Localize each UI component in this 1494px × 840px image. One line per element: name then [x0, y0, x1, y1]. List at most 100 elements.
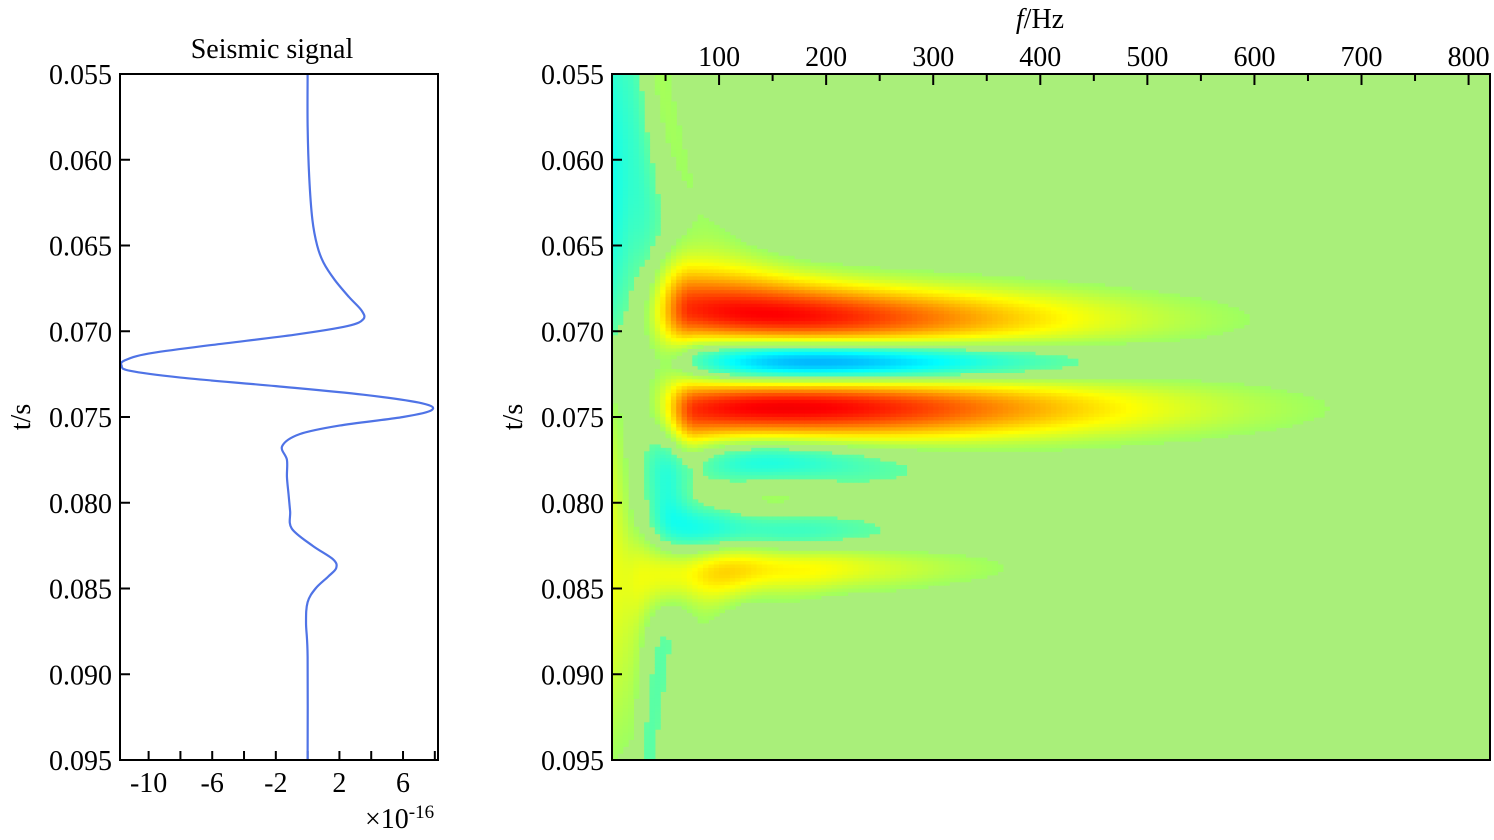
- heatmap-cell: [842, 279, 849, 284]
- heatmap-cell: [729, 537, 736, 542]
- heatmap-cell: [686, 386, 693, 391]
- heatmap-cell: [729, 248, 736, 253]
- heatmap-cell: [644, 468, 651, 473]
- heatmap-cell: [879, 392, 886, 398]
- heatmap-cell: [836, 399, 843, 404]
- heatmap-cell: [617, 180, 624, 185]
- heatmap-cell: [649, 197, 656, 202]
- heatmap-cell: [692, 574, 699, 579]
- heatmap-cell: [879, 420, 886, 425]
- heatmap-cell: [767, 578, 774, 583]
- heatmap-cell: [665, 269, 672, 274]
- heatmap-cell: [745, 303, 752, 308]
- heatmap-cell: [777, 581, 784, 586]
- heatmap-cell: [660, 386, 667, 391]
- heatmap-cell: [831, 465, 838, 470]
- heatmap-cell: [654, 711, 661, 717]
- heatmap-cell: [692, 386, 699, 391]
- heatmap-cell: [654, 396, 661, 401]
- heatmap-cell: [628, 272, 635, 277]
- heatmap-cell: [745, 461, 752, 466]
- heatmap-cell: [713, 564, 720, 569]
- heatmap-cell: [767, 447, 774, 452]
- heatmap-cell: [676, 396, 683, 401]
- heatmap-cell: [767, 293, 774, 298]
- heatmap-cell: [622, 235, 629, 240]
- heatmap-cell: [617, 554, 624, 559]
- heatmap-cell: [649, 413, 656, 418]
- heatmap-cell: [783, 475, 790, 480]
- heatmap-cell: [697, 444, 704, 449]
- heatmap-cell: [810, 382, 817, 387]
- heatmap-cell: [826, 307, 833, 312]
- heatmap-cell: [686, 392, 693, 398]
- heatmap-cell: [719, 468, 726, 473]
- heatmap-cell: [638, 605, 645, 610]
- heatmap-cell: [617, 279, 624, 284]
- heatmap-cell: [612, 564, 618, 569]
- left-y-tick-label: 0.090: [49, 660, 112, 691]
- heatmap-cell: [799, 365, 806, 370]
- heatmap-cell: [751, 441, 758, 446]
- heatmap-cell: [665, 564, 672, 569]
- heatmap-cell: [660, 296, 667, 301]
- heatmap-cell: [670, 262, 677, 267]
- heatmap-cell: [660, 530, 667, 535]
- heatmap-cell: [836, 461, 843, 466]
- heatmap-cell: [686, 286, 693, 291]
- heatmap-cell: [697, 221, 704, 226]
- heatmap-cell: [612, 677, 618, 682]
- heatmap-cell: [622, 101, 629, 106]
- heatmap-cell: [751, 547, 758, 552]
- heatmap-cell: [713, 255, 720, 260]
- heatmap-cell: [751, 567, 758, 572]
- heatmap-cell: [777, 413, 784, 418]
- heatmap-cell: [826, 417, 833, 422]
- heatmap-cell: [681, 238, 688, 243]
- heatmap-cell: [622, 77, 629, 82]
- heatmap-cell: [676, 266, 683, 271]
- heatmap-cell: [836, 310, 843, 315]
- heatmap-cell: [719, 403, 726, 408]
- heatmap-cell: [740, 588, 747, 593]
- heatmap-cell: [686, 495, 693, 500]
- heatmap-cell: [885, 386, 891, 391]
- heatmap-cell: [820, 396, 827, 401]
- heatmap-cell: [863, 468, 870, 473]
- heatmap-cell: [622, 242, 629, 247]
- heatmap-cell: [719, 300, 726, 305]
- heatmap-cell: [740, 585, 747, 590]
- heatmap-cell: [660, 262, 667, 267]
- heatmap-cell: [713, 609, 720, 614]
- heatmap-cell: [735, 348, 742, 353]
- heatmap-cell: [783, 362, 790, 367]
- heatmap-cell: [660, 574, 667, 579]
- heatmap-cell: [649, 389, 656, 394]
- heatmap-cell: [665, 526, 672, 531]
- left-y-tick-label: 0.055: [49, 60, 112, 91]
- heatmap-cell: [612, 732, 618, 737]
- heatmap-cell: [874, 410, 881, 415]
- heatmap-cell: [847, 561, 854, 566]
- heatmap-cell: [628, 286, 635, 291]
- heatmap-cell: [745, 386, 752, 391]
- heatmap-cell: [831, 519, 838, 524]
- heatmap-cell: [681, 279, 688, 284]
- heatmap-cell: [788, 403, 795, 408]
- heatmap-cell: [740, 598, 747, 603]
- heatmap-cell: [617, 519, 624, 524]
- heatmap-cell: [879, 399, 886, 404]
- heatmap-cell: [836, 303, 843, 308]
- heatmap-cell: [804, 561, 811, 566]
- heatmap-cell: [670, 540, 677, 545]
- heatmap-cell: [676, 519, 683, 524]
- heatmap-cell: [633, 588, 640, 593]
- heatmap-cell: [665, 74, 672, 79]
- heatmap-cell: [649, 379, 656, 384]
- heatmap-cell: [735, 526, 742, 531]
- heatmap-cell: [847, 403, 854, 408]
- heatmap-cell: [670, 118, 677, 123]
- heatmap-cell: [788, 595, 795, 600]
- heatmap-cell: [713, 327, 720, 332]
- heatmap-cell: [756, 585, 763, 590]
